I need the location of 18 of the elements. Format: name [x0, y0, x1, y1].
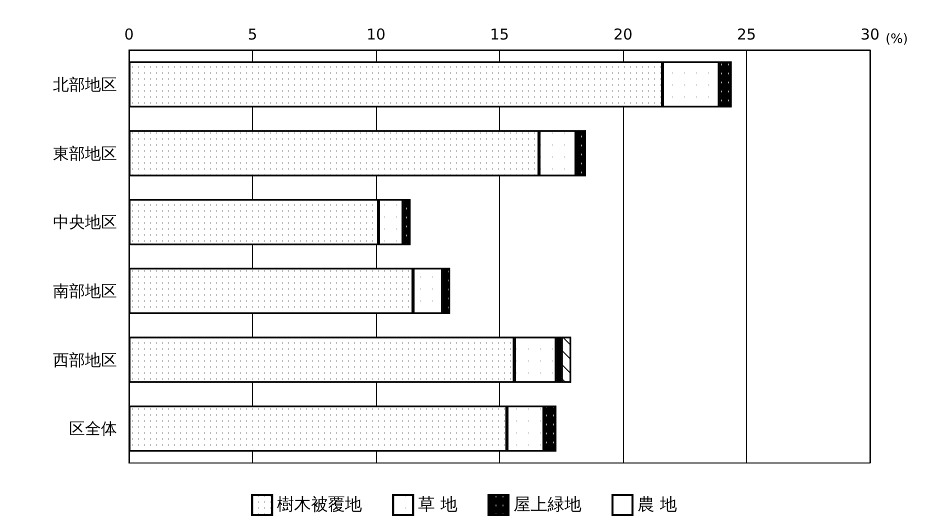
x-tick-label: 30 — [860, 26, 880, 44]
x-tick-label: 5 — [248, 26, 258, 44]
y-tick-label: 中央地区 — [53, 212, 117, 232]
x-axis-title: (%) — [885, 32, 908, 47]
legend-label: 屋上緑地 — [514, 495, 582, 515]
y-tick-label: 北部地区 — [53, 74, 117, 94]
y-tick-label: 東部地区 — [53, 144, 117, 163]
legend-label: 草 地 — [418, 495, 458, 515]
x-tick-label: 25 — [736, 26, 756, 44]
y-tick-label: 西部地区 — [53, 350, 117, 370]
legend-label: 樹木被覆地 — [277, 495, 362, 515]
legend-label: 農 地 — [638, 495, 677, 515]
x-tick-label: 15 — [490, 26, 510, 44]
x-tick-label: 0 — [124, 26, 134, 44]
y-tick-label: 区全体 — [69, 419, 117, 438]
x-tick-label: 10 — [366, 26, 386, 44]
y-tick-label: 南部地区 — [53, 281, 117, 300]
x-tick-label: 20 — [613, 26, 633, 44]
